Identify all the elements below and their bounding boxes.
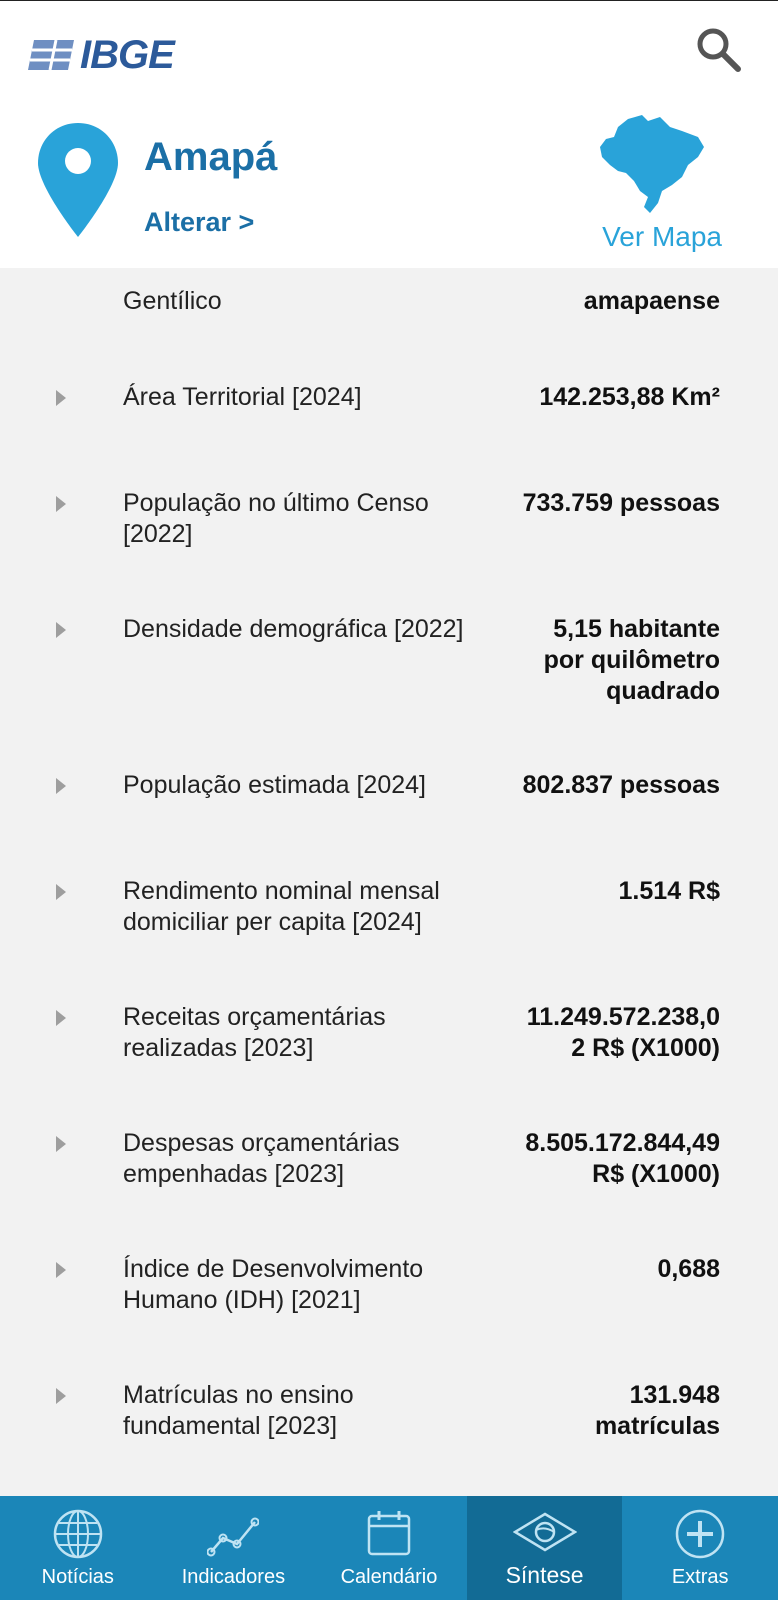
logo-text: IBGE — [80, 33, 175, 77]
expand-arrow-icon[interactable] — [56, 390, 66, 406]
indicator-value: 11.249.572.238,02 R$ (X1000) — [526, 1003, 720, 1062]
calendar-icon — [367, 1511, 411, 1556]
expand-arrow-icon[interactable] — [56, 1136, 66, 1152]
nav-extras[interactable]: Extras — [622, 1496, 778, 1600]
indicator-value: 0,688 — [657, 1255, 720, 1283]
nav-label: Síntese — [505, 1562, 584, 1588]
nav-label: Indicadores — [181, 1566, 286, 1588]
plus-circle-icon — [675, 1509, 725, 1559]
indicator-label: Despesas orçamentárias empenhadas [2023] — [123, 1129, 400, 1188]
brazil-flag-icon — [512, 1512, 577, 1552]
expand-arrow-icon[interactable] — [56, 884, 66, 900]
search-button[interactable] — [692, 23, 746, 77]
indicator-list: Gentílico amapaense Área Territorial [20… — [0, 268, 778, 1496]
view-map-label: Ver Mapa — [602, 221, 722, 252]
nav-sintese[interactable]: Síntese — [466, 1496, 623, 1600]
indicator-label: Densidade demográfica [2022] — [123, 615, 464, 643]
brazil-map-icon — [600, 115, 704, 213]
indicator-value: 802.837 pessoas — [522, 771, 720, 799]
nav-calendario[interactable]: Calendário — [311, 1496, 467, 1600]
ibge-logo-mark-icon — [28, 39, 74, 71]
nav-label: Extras — [671, 1566, 729, 1588]
indicator-value: amapaense — [583, 287, 720, 315]
expand-arrow-icon[interactable] — [56, 1262, 66, 1278]
indicator-value: 131.948 matrículas — [594, 1381, 720, 1440]
bottom-navigation: Notícias Indicadores Calendário Síntese — [0, 1496, 778, 1600]
ibge-logo[interactable]: IBGE — [26, 33, 175, 77]
indicator-value: 5,15 habitante por quilômetro quadrado — [543, 615, 720, 705]
location-pin-icon — [38, 123, 118, 237]
expand-arrow-icon[interactable] — [56, 622, 66, 638]
expand-arrow-icon[interactable] — [56, 778, 66, 794]
line-chart-icon — [207, 1517, 260, 1557]
indicator-value: 8.505.172.844,49 R$ (X1000) — [525, 1129, 720, 1188]
view-map-button[interactable]: Ver Mapa — [596, 113, 726, 263]
indicator-label: Rendimento nominal mensal domiciliar per… — [123, 877, 440, 936]
indicator-label: População no último Censo [2022] — [123, 489, 429, 548]
indicator-value: 733.759 pessoas — [522, 489, 720, 517]
nav-indicadores[interactable]: Indicadores — [156, 1496, 312, 1600]
nav-label: Notícias — [41, 1566, 114, 1588]
search-icon — [697, 28, 741, 72]
indicator-label: Gentílico — [123, 287, 222, 315]
expand-arrow-icon[interactable] — [56, 496, 66, 512]
globe-icon — [53, 1509, 103, 1559]
expand-arrow-icon[interactable] — [56, 1388, 66, 1404]
expand-arrow-icon[interactable] — [56, 1010, 66, 1026]
top-header: IBGE Amapá Alterar > Ver Mapa — [0, 0, 778, 268]
nav-noticias[interactable]: Notícias — [0, 1496, 156, 1600]
indicator-value: 1.514 R$ — [618, 877, 720, 905]
indicator-label: Receitas orçamentárias realizadas [2023] — [123, 1003, 386, 1062]
indicator-label: População estimada [2024] — [123, 771, 426, 799]
indicator-value: 142.253,88 Km² — [539, 383, 720, 411]
nav-label: Calendário — [340, 1566, 438, 1588]
indicator-label: Índice de Desenvolvimento Humano (IDH) [… — [123, 1255, 424, 1314]
indicator-label: Área Territorial [2024] — [123, 383, 362, 411]
change-location-link[interactable]: Alterar > — [144, 207, 255, 237]
location-name: Amapá — [144, 135, 278, 179]
indicator-label: Matrículas no ensino fundamental [2023] — [123, 1381, 354, 1440]
